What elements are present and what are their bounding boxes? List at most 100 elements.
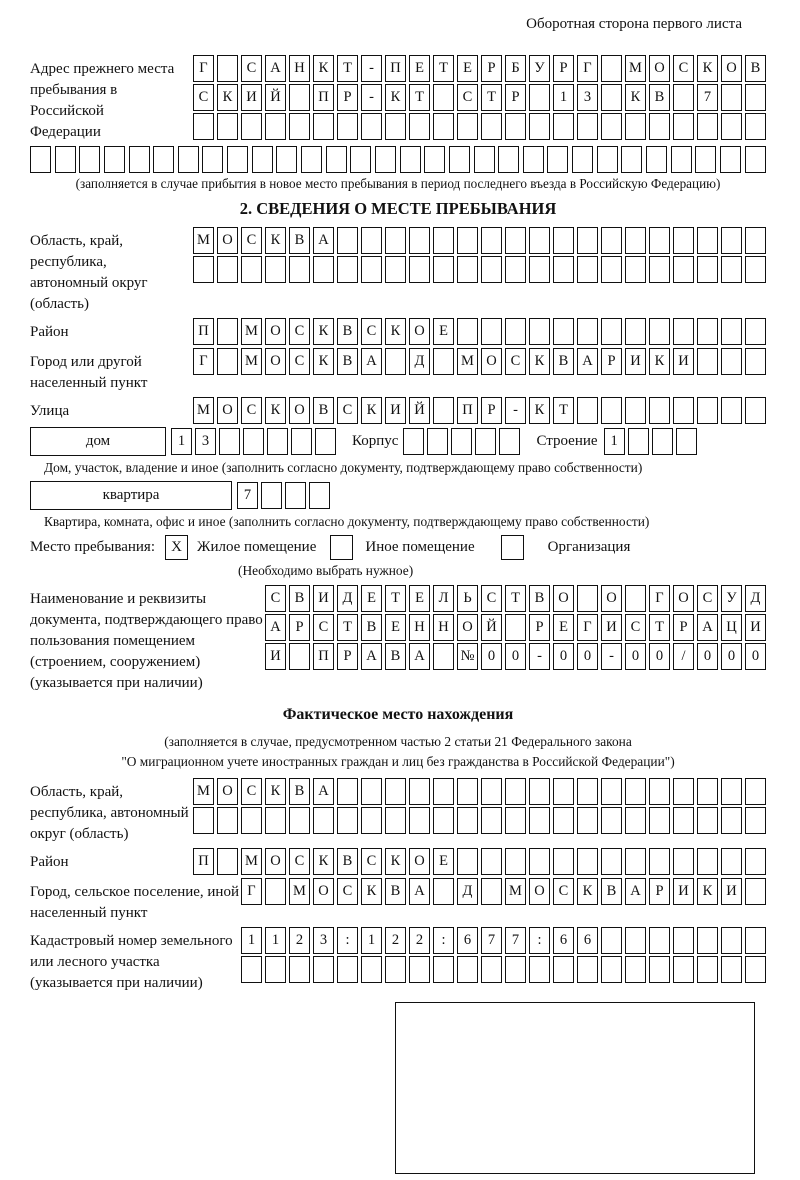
form-cell[interactable]: С xyxy=(697,585,718,612)
form-cell[interactable] xyxy=(522,146,544,173)
form-cell[interactable] xyxy=(385,113,406,140)
form-cell[interactable] xyxy=(451,428,473,455)
form-cell[interactable] xyxy=(649,318,670,345)
form-cell[interactable]: О xyxy=(649,55,670,82)
form-cell[interactable] xyxy=(577,113,598,140)
form-cell[interactable]: М xyxy=(193,778,214,805)
form-cell[interactable] xyxy=(649,807,670,834)
form-cell[interactable]: Д xyxy=(457,878,478,905)
form-cell[interactable] xyxy=(625,848,646,875)
form-cell[interactable]: Т xyxy=(385,585,406,612)
form-cell[interactable] xyxy=(673,113,694,140)
form-cell[interactable] xyxy=(670,146,692,173)
form-cell[interactable] xyxy=(721,848,742,875)
form-cell[interactable] xyxy=(721,348,742,375)
form-cell[interactable] xyxy=(625,927,646,954)
form-cell[interactable] xyxy=(649,778,670,805)
form-cell[interactable]: Г xyxy=(241,878,262,905)
form-cell[interactable]: 7 xyxy=(505,927,526,954)
form-cell[interactable]: П xyxy=(313,84,334,111)
form-cell[interactable] xyxy=(553,318,574,345)
form-cell[interactable] xyxy=(457,318,478,345)
form-cell[interactable]: К xyxy=(385,84,406,111)
form-cell[interactable]: В xyxy=(385,643,406,670)
form-cell[interactable]: О xyxy=(601,585,622,612)
form-cell[interactable]: Т xyxy=(433,55,454,82)
form-cell[interactable]: В xyxy=(289,778,310,805)
form-cell[interactable]: У xyxy=(529,55,550,82)
form-cell[interactable]: Ь xyxy=(457,585,478,612)
form-cell[interactable]: О xyxy=(217,778,238,805)
form-cell[interactable] xyxy=(227,146,249,173)
form-cell[interactable] xyxy=(481,256,502,283)
form-cell[interactable] xyxy=(649,256,670,283)
form-cell[interactable] xyxy=(745,927,766,954)
form-cell[interactable]: Й xyxy=(265,84,286,111)
form-cell[interactable] xyxy=(601,256,622,283)
form-cell[interactable]: Р xyxy=(337,643,358,670)
form-cell[interactable] xyxy=(577,848,598,875)
form-cell[interactable] xyxy=(601,778,622,805)
form-cell[interactable] xyxy=(475,428,497,455)
form-cell[interactable]: К xyxy=(625,84,646,111)
form-cell[interactable]: 1 xyxy=(265,927,286,954)
form-cell[interactable] xyxy=(433,256,454,283)
form-cell[interactable] xyxy=(745,256,766,283)
form-cell[interactable]: № xyxy=(457,643,478,670)
form-cell[interactable] xyxy=(289,113,310,140)
form-cell[interactable] xyxy=(577,227,598,254)
form-cell[interactable] xyxy=(673,848,694,875)
form-cell[interactable] xyxy=(265,256,286,283)
form-cell[interactable] xyxy=(745,348,766,375)
form-cell[interactable]: К xyxy=(577,878,598,905)
form-cell[interactable] xyxy=(433,397,454,424)
form-cell[interactable]: Е xyxy=(385,614,406,641)
form-cell[interactable]: О xyxy=(457,614,478,641)
form-cell[interactable] xyxy=(103,146,125,173)
form-cell[interactable] xyxy=(301,146,323,173)
form-cell[interactable] xyxy=(673,397,694,424)
form-cell[interactable] xyxy=(649,113,670,140)
form-cell[interactable]: - xyxy=(529,643,550,670)
form-cell[interactable]: 1 xyxy=(361,927,382,954)
form-cell[interactable] xyxy=(217,807,238,834)
form-cell[interactable]: О xyxy=(217,397,238,424)
form-cell[interactable] xyxy=(285,482,306,509)
form-cell[interactable] xyxy=(625,778,646,805)
form-cell[interactable]: О xyxy=(553,585,574,612)
form-cell[interactable]: И xyxy=(625,348,646,375)
form-cell[interactable] xyxy=(697,227,718,254)
form-cell[interactable] xyxy=(625,585,646,612)
form-cell[interactable]: С xyxy=(265,585,286,612)
form-cell[interactable]: Д xyxy=(409,348,430,375)
form-cell[interactable]: Д xyxy=(337,585,358,612)
form-cell[interactable]: 0 xyxy=(721,643,742,670)
form-cell[interactable]: О xyxy=(289,397,310,424)
form-cell[interactable]: О xyxy=(529,878,550,905)
form-cell[interactable]: Б xyxy=(505,55,526,82)
form-cell[interactable] xyxy=(265,956,286,983)
form-cell[interactable]: И xyxy=(673,878,694,905)
form-cell[interactable] xyxy=(481,113,502,140)
form-cell[interactable]: Е xyxy=(457,55,478,82)
form-cell[interactable]: П xyxy=(385,55,406,82)
form-cell[interactable] xyxy=(473,146,495,173)
form-cell[interactable]: О xyxy=(217,227,238,254)
form-cell[interactable]: К xyxy=(697,55,718,82)
form-cell[interactable]: Н xyxy=(433,614,454,641)
stay-checkbox-residential[interactable]: X xyxy=(165,535,188,560)
form-cell[interactable]: М xyxy=(241,318,262,345)
form-cell[interactable] xyxy=(651,428,673,455)
form-cell[interactable]: Т xyxy=(649,614,670,641)
form-cell[interactable]: В xyxy=(337,848,358,875)
form-cell[interactable] xyxy=(403,428,425,455)
form-cell[interactable] xyxy=(601,318,622,345)
form-cell[interactable]: К xyxy=(217,84,238,111)
form-cell[interactable]: К xyxy=(649,348,670,375)
form-cell[interactable] xyxy=(409,113,430,140)
form-cell[interactable]: В xyxy=(601,878,622,905)
form-cell[interactable] xyxy=(745,956,766,983)
form-cell[interactable]: Т xyxy=(553,397,574,424)
form-cell[interactable]: Е xyxy=(433,318,454,345)
form-cell[interactable]: Р xyxy=(529,614,550,641)
